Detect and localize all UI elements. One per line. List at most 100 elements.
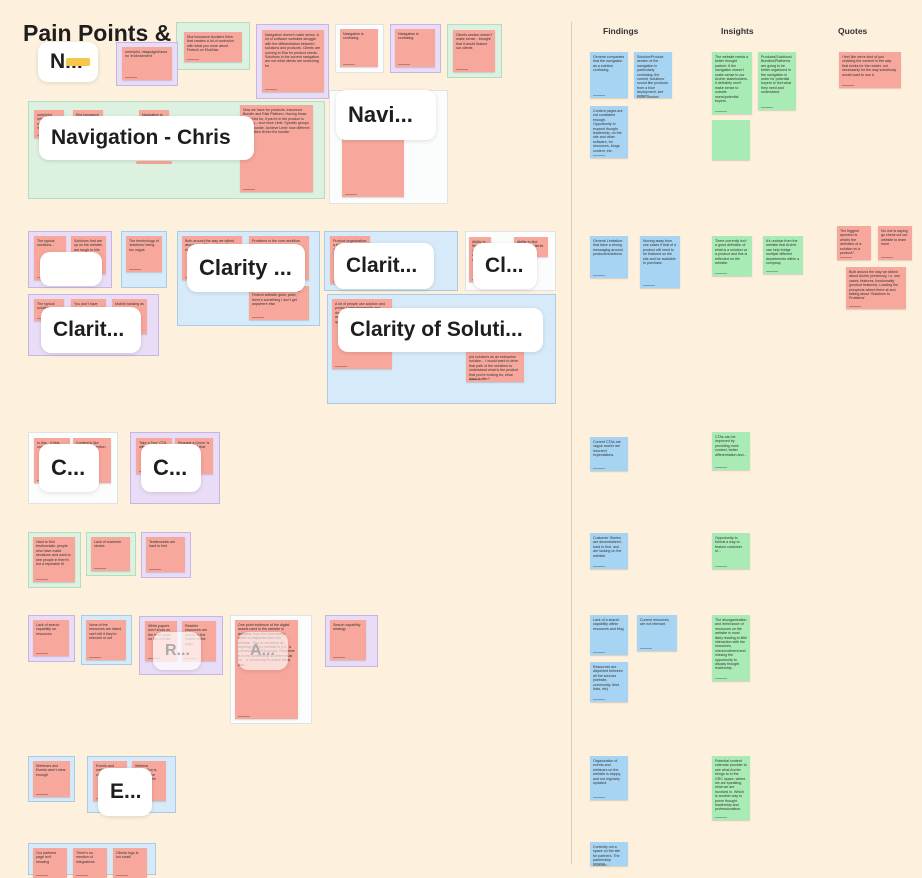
sticky-note[interactable]: The terminology of 'solutions' being too…	[126, 236, 162, 272]
insight-note[interactable]: CTAs can be improved by providing more c…	[712, 432, 750, 470]
cluster-label-e[interactable]: E...	[98, 768, 152, 816]
quote-note[interactable]: I feel like we're kind of just clubbing …	[839, 52, 901, 88]
author-tag	[593, 698, 605, 700]
finding-note[interactable]: General companies that the navigation as…	[590, 52, 628, 98]
author-tag	[842, 84, 854, 86]
sticky-note[interactable]: Navigation doesn't make sense. A lot of …	[262, 30, 324, 92]
quote-note[interactable]: The biggest question is what's the defin…	[837, 226, 871, 260]
cluster-label-clarity-3[interactable]: Cl...	[473, 243, 537, 289]
cluster-label-clarity-1[interactable]: Clarity ...	[187, 244, 305, 292]
cluster-section-blue[interactable]: The terminology of 'solutions' being too…	[121, 231, 167, 288]
finding-note[interactable]: Lack of a search capability within resou…	[590, 615, 628, 655]
label-underline	[136, 161, 172, 164]
author-tag	[715, 110, 727, 112]
sticky-note[interactable]: Navigation is confusing	[395, 29, 435, 67]
cluster-section-green[interactable]: Lack of customer stories	[86, 532, 136, 576]
insight-note[interactable]: It's unclear from the website that Arche…	[763, 236, 803, 274]
sticky-note[interactable]: There's no mention of integrations	[73, 848, 107, 878]
author-tag	[94, 567, 106, 569]
sticky-note[interactable]: Clients section doesn't make sense - tho…	[453, 30, 495, 72]
sticky-note[interactable]: None of the resources are dated, can't t…	[86, 620, 126, 660]
finding-note[interactable]: Moving away from use cases if that of a …	[640, 236, 680, 288]
sticky-note[interactable]: Eka Insurance Acclaim! think that create…	[184, 32, 242, 62]
author-tag	[243, 188, 255, 190]
cluster-label-navi[interactable]: Navi...	[336, 90, 436, 140]
quote-note[interactable]: No one is saying go check out our websit…	[878, 226, 912, 260]
insight-note[interactable]: The disorganization and irrelevance of r…	[712, 615, 750, 681]
author-tag	[881, 256, 893, 258]
author-tag	[715, 677, 727, 679]
sticky-note[interactable]: Testimonials are hard to find	[146, 537, 185, 572]
author-tag	[343, 63, 355, 65]
author-tag	[593, 274, 605, 276]
author-tag	[76, 874, 88, 876]
author-tag	[640, 647, 652, 649]
cluster-label-a[interactable]: A...	[238, 632, 288, 670]
highlight-marker	[66, 58, 90, 66]
finding-note[interactable]: Currently not a space on the site for pa…	[590, 842, 628, 866]
cluster-section-purple[interactable]: Lack of search capability on resources	[28, 615, 75, 662]
author-tag	[593, 565, 605, 567]
author-tag	[187, 58, 199, 60]
author-tag	[456, 68, 468, 70]
cluster-section-purple[interactable]: unhelpful, misgudged/ama no 'endorsement…	[116, 42, 178, 86]
cluster-section-white[interactable]: Navigation is confusing	[335, 24, 384, 73]
sticky-note[interactable]: Webinars and Events aren't clear enough	[33, 761, 70, 797]
cluster-section-green[interactable]: Hard to find testimonials: people who ha…	[28, 532, 81, 588]
insight-note[interactable]	[712, 120, 750, 160]
cluster-label-clarity-of-solutions[interactable]: Clarity of Soluti...	[338, 308, 543, 352]
author-tag	[36, 793, 48, 795]
finding-note[interactable]: Resources are disjointed between all the…	[590, 662, 628, 702]
finding-note[interactable]: Current CTAs are vague and/or are incorr…	[590, 437, 628, 471]
author-tag	[252, 316, 264, 318]
author-tag	[89, 656, 101, 658]
insight-note[interactable]: There currently isn't a good definition …	[712, 236, 752, 276]
author-tag	[715, 816, 727, 818]
cluster-section-green[interactable]: Clients section doesn't make sense - tho…	[447, 24, 502, 78]
cluster-section-blue[interactable]: None of the resources are dated, can't t…	[81, 615, 132, 665]
cluster-section-purple[interactable]: Search capability strategy	[325, 615, 378, 667]
cluster-section-blue[interactable]: Our partners page isn't showing There's …	[28, 843, 156, 878]
finding-note[interactable]: Solution/Product section of the navigati…	[634, 52, 672, 98]
author-tag	[593, 862, 605, 864]
sticky-note[interactable]: Lack of search capability on resources	[33, 620, 69, 656]
author-tag	[125, 76, 137, 78]
author-tag	[238, 715, 250, 717]
cluster-label-navigation-chris[interactable]: Navigation - Chris	[39, 116, 254, 160]
cluster-section-purple[interactable]: Navigation is confusing	[390, 24, 441, 73]
finding-note[interactable]: Content pages are not consistent enough.…	[590, 106, 628, 158]
insight-note[interactable]: Opportunity to format a way to feature c…	[712, 533, 750, 569]
author-tag	[593, 94, 605, 96]
cluster-label-c-1[interactable]: C...	[39, 444, 99, 492]
sticky-note[interactable]: Clients logo is too small	[113, 848, 147, 878]
quotes-column-header: Quotes	[838, 26, 868, 36]
sticky-note[interactable]: Search capability strategy	[330, 620, 366, 660]
sticky-note[interactable]: put solutions as an enterprise solution.…	[466, 352, 524, 382]
finding-note[interactable]: Current resources are not relevant.	[637, 615, 677, 651]
sticky-note[interactable]: Navigation is confusing	[340, 29, 378, 67]
sticky-note[interactable]: Lack of customer stories	[91, 537, 130, 571]
author-tag	[149, 568, 161, 570]
cluster-section-blue[interactable]: Webinars and Events aren't clear enough	[28, 756, 75, 802]
cluster-label-c-2[interactable]: C...	[141, 444, 201, 492]
cluster-label-r[interactable]: R...	[153, 632, 201, 670]
insight-note[interactable]: Products/Solutions/ Bundles/Platforms ar…	[758, 52, 796, 110]
finding-note[interactable]: Customer Stories are decentralized, hard…	[590, 533, 628, 569]
quote-note[interactable]: Built around the way we talked about Arc…	[846, 267, 906, 309]
cluster-label-clarity-4[interactable]: Clarit...	[41, 307, 141, 353]
cluster-section-purple[interactable]: Testimonials are hard to find	[141, 532, 191, 578]
cluster-section-purple[interactable]: Navigation doesn't make sense. A lot of …	[256, 24, 329, 99]
author-tag	[761, 106, 773, 108]
author-tag	[643, 284, 655, 286]
insight-note[interactable]: The website needs a better thought partn…	[712, 52, 752, 114]
cluster-section-green[interactable]: Eka Insurance Acclaim! think that create…	[176, 22, 250, 70]
insight-note[interactable]: Potential content calendar provider to s…	[712, 756, 750, 820]
sticky-note[interactable]: Our partners page isn't showing	[33, 848, 67, 878]
cluster-label-clarity-2[interactable]: Clarit...	[334, 243, 434, 289]
author-tag	[593, 154, 605, 156]
finding-note[interactable]: General Limitation: that have a strong m…	[590, 236, 628, 278]
finding-note[interactable]: Organization of events and webinars on t…	[590, 756, 628, 800]
sticky-note[interactable]: unhelpful, misgudged/ama no 'endorsement…	[122, 47, 172, 80]
sticky-note[interactable]: Hard to find testimonials: people who ha…	[33, 537, 75, 582]
cluster-label-faded[interactable]	[40, 252, 102, 286]
